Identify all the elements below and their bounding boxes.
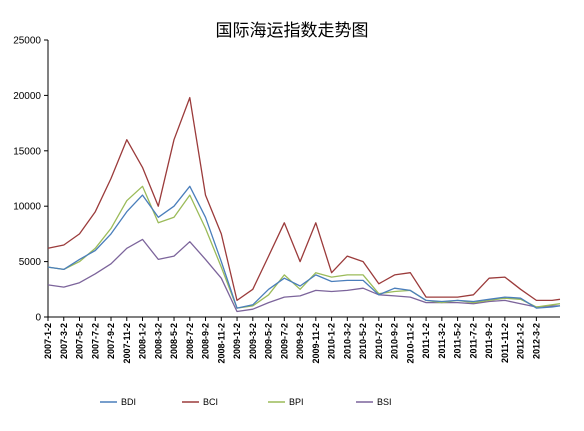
series-line-bsi: [47, 238, 560, 313]
x-tick-label: 2007-11-2: [122, 323, 132, 364]
legend-label-bsi: BSI: [377, 397, 392, 407]
x-tick-label: 2009-5-2: [264, 323, 274, 359]
y-tick-label: 20000: [13, 91, 41, 102]
y-tick-label: 0: [35, 313, 41, 324]
x-tick-label: 2009-11-2: [311, 323, 321, 364]
x-tick-label: 2010-1-2: [327, 323, 337, 359]
x-tick-label: 2011-3-2: [437, 323, 447, 359]
y-tick-label: 5000: [19, 257, 42, 268]
chart-title: 国际海运指数走势图: [216, 21, 369, 41]
y-tick-label: 25000: [13, 36, 41, 47]
x-tick-label: 2009-1-2: [232, 323, 242, 359]
x-tick-label: 2007-9-2: [106, 323, 116, 359]
legend: BDI BCI BPI BSI: [100, 397, 392, 407]
x-tick-label: 2010-3-2: [342, 323, 352, 359]
legend-label-bdi: BDI: [121, 397, 136, 407]
x-tick-label: 2009-7-2: [279, 323, 289, 359]
y-axis: 0 5000 10000 15000 20000 25000: [13, 36, 49, 324]
x-tick-label: 2011-7-2: [468, 323, 478, 359]
x-tick-label: 2010-7-2: [374, 323, 384, 359]
y-tick-label: 10000: [13, 202, 41, 213]
x-tick-label: 2011-11-2: [500, 323, 510, 363]
x-tick-label: 2012-3-2: [531, 323, 541, 359]
x-tick-label: 2008-3-2: [153, 323, 163, 359]
x-tick-label: 2008-11-2: [216, 323, 226, 364]
x-tick-label: 2008-9-2: [201, 323, 211, 359]
x-tick-label: 2010-5-2: [358, 323, 368, 359]
x-tick-label: 2010-9-2: [390, 323, 400, 359]
x-tick-label: 2010-11-2: [405, 323, 415, 364]
x-tick-label: 2011-9-2: [484, 323, 494, 359]
series-lines: [47, 96, 561, 313]
series-line-bdi: [47, 185, 561, 309]
x-tick-label: 2008-1-2: [138, 323, 148, 359]
x-tick-label: 2007-3-2: [59, 323, 69, 359]
x-tick-label: 2009-3-2: [248, 323, 258, 359]
x-tick-label: 2007-7-2: [90, 323, 100, 359]
y-tick-label: 15000: [13, 146, 41, 157]
legend-label-bci: BCI: [203, 397, 218, 407]
x-tick-label: 2008-7-2: [185, 323, 195, 359]
x-tick-label: 2011-1-2: [421, 323, 431, 359]
x-axis: 2007-1-2 2007-3-2 2007-5-2 2007-7-2 2007-9-2…: [43, 316, 560, 364]
x-tick-label: 2008-5-2: [169, 323, 179, 359]
x-tick-label: 2009-9-2: [295, 323, 305, 359]
legend-label-bpi: BPI: [289, 397, 304, 407]
series-line-bci: [47, 96, 561, 302]
x-tick-label: 2007-5-2: [75, 323, 85, 359]
x-tick-label: 2011-5-2: [453, 323, 463, 359]
x-tick-label: 2007-1-2: [43, 323, 53, 359]
x-tick-label: 2012-1-2: [516, 323, 526, 359]
